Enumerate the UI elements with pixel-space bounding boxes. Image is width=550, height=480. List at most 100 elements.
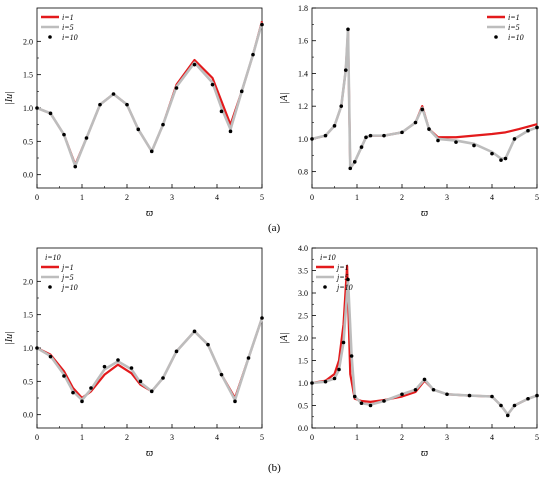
x-tick-label: 1	[355, 193, 359, 202]
y-tick-label: 1.8	[298, 4, 308, 13]
y-tick-label: 0.0	[23, 171, 33, 180]
legend-label: j=5	[61, 273, 74, 282]
data-point	[382, 133, 386, 138]
x-tick-label: 3	[445, 433, 449, 442]
y-tick-label: 0.0	[298, 424, 308, 433]
data-point	[359, 401, 364, 406]
data-point	[352, 160, 357, 164]
legend-header: i=10	[45, 253, 61, 262]
legend-label: j=10	[336, 283, 353, 292]
legend-label: i=5	[62, 23, 74, 32]
x-tick-label: 2	[125, 193, 129, 202]
data-point	[310, 381, 314, 385]
data-point	[499, 403, 503, 408]
legend-label: i=10	[62, 33, 78, 42]
y-tick-label: 1.4	[298, 69, 308, 78]
series-line	[311, 27, 538, 170]
data-point	[129, 366, 134, 370]
data-point	[512, 403, 517, 408]
x-tick-label: 0	[310, 433, 314, 442]
data-point	[490, 394, 494, 399]
data-point	[422, 377, 427, 382]
x-tick-label: 3	[170, 193, 174, 202]
data-point	[48, 354, 53, 359]
x-tick-label: 5	[535, 433, 539, 442]
data-point	[413, 120, 418, 125]
data-point	[436, 138, 440, 143]
caption-a: (a)	[268, 222, 281, 234]
x-tick-label: 4	[490, 193, 494, 202]
x-tick-label: 3	[445, 193, 449, 202]
x-axis-label: ϖ	[146, 208, 154, 219]
caption-b: (b)	[268, 462, 281, 474]
data-point	[332, 124, 337, 128]
data-point	[192, 62, 197, 67]
x-tick-label: 2	[400, 193, 404, 202]
y-axis-label: |A|	[279, 332, 290, 344]
y-tick-label: 1.5	[298, 357, 308, 366]
y-tick-label: 3.5	[298, 267, 308, 276]
series-line	[36, 21, 264, 166]
x-tick-label: 1	[355, 433, 359, 442]
data-point	[219, 109, 224, 114]
x-axis-label: ϖ	[146, 448, 154, 459]
data-point	[346, 277, 350, 282]
data-point	[192, 329, 197, 334]
series-line	[36, 22, 264, 168]
data-point	[246, 356, 251, 360]
data-point	[73, 164, 78, 169]
legend-label: i=1	[508, 13, 520, 22]
x-axis-label: ϖ	[421, 448, 429, 459]
y-tick-label: 3.0	[298, 289, 308, 298]
y-tick-label: 1.2	[298, 102, 308, 111]
data-point	[339, 104, 344, 108]
data-point	[400, 392, 404, 397]
data-point	[323, 379, 328, 384]
data-point	[512, 137, 517, 141]
series-line	[311, 278, 538, 416]
data-point	[490, 151, 494, 156]
x-tick-label: 2	[125, 433, 129, 442]
data-point	[346, 27, 350, 32]
data-point	[526, 396, 530, 401]
legend-swatch	[48, 285, 52, 289]
y-tick-label: 1.5	[23, 71, 33, 80]
y-tick-label: 1.5	[23, 311, 33, 320]
data-point	[332, 376, 337, 381]
y-tick-label: 1.0	[23, 344, 33, 353]
data-point	[337, 367, 341, 372]
data-point	[499, 158, 503, 162]
chart-b-right: 0 1 2 3 4 5 0.0 0.5 1.0 1.5 2.0 2.5 3.0 3.5 4.0 ϖ |A| i=1…	[279, 244, 539, 459]
x-axis-label: ϖ	[421, 208, 429, 219]
y-axis-label: |A|	[279, 92, 290, 104]
data-point	[431, 387, 436, 392]
data-point	[161, 122, 165, 127]
data-point	[62, 132, 66, 137]
data-point	[239, 89, 244, 94]
data-point	[219, 372, 224, 377]
data-point	[138, 379, 143, 384]
data-point	[535, 393, 539, 398]
x-tick-label: 0	[35, 433, 39, 442]
x-tick-label: 1	[80, 193, 84, 202]
data-point	[382, 399, 386, 403]
y-tick-label: 0.8	[298, 168, 308, 177]
data-point	[251, 52, 255, 57]
x-tick-label: 0	[310, 193, 314, 202]
x-tick-label: 4	[215, 193, 219, 202]
data-point	[359, 145, 364, 149]
data-point	[228, 129, 233, 134]
legend-swatch	[494, 35, 498, 39]
data-point	[116, 358, 120, 362]
data-point	[233, 399, 237, 404]
data-point	[352, 394, 357, 399]
data-point	[35, 106, 39, 110]
y-tick-label: 2.5	[298, 312, 308, 321]
series-line	[36, 317, 264, 402]
x-tick-label: 5	[535, 193, 539, 202]
y-tick-label: 1.6	[298, 37, 308, 46]
data-point	[526, 128, 530, 133]
chart-b-left: 0 1 2 3 4 5 0.0 0.5 1.0 1.5 2.0 ϖ |Iu| i=10j=1j=5j=10	[4, 247, 264, 459]
legend-label: i=1	[62, 13, 74, 22]
data-point	[206, 342, 210, 347]
